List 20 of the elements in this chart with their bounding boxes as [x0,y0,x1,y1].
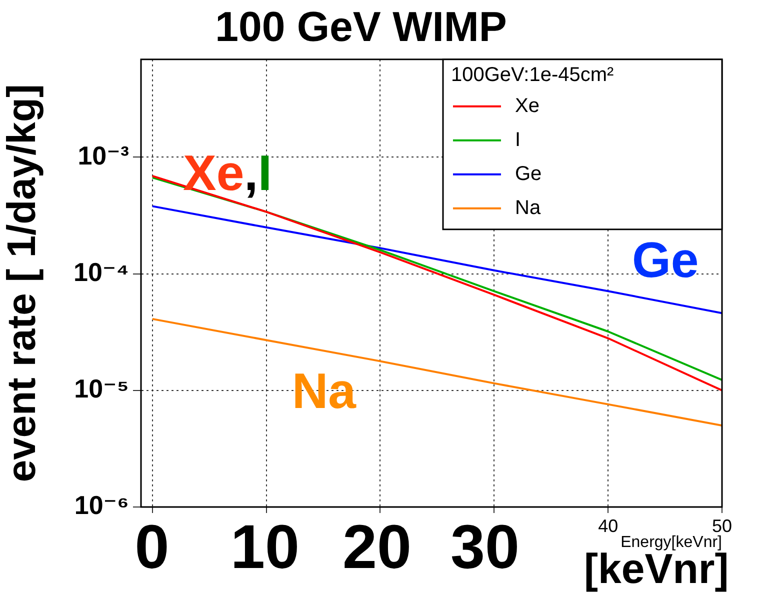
y-tick-label: 10⁻⁶ [74,490,129,520]
text: 20 [342,513,412,582]
y-tick-label: 10⁻³ [78,140,130,170]
legend-title: 100GeV:1e-45cm² [451,64,614,86]
legend-label: Ge [515,162,542,185]
x-tick-label: 40 [598,516,618,536]
legend-label: Na [515,196,542,219]
annotation: Na [292,363,358,419]
annotation: Ge [632,232,699,288]
legend-label: Xe [515,94,540,117]
y-axis-title: event rate [ 1/day/kg] [0,84,44,482]
legend-label: I [515,128,521,151]
y-tick-label: 10⁻⁴ [73,256,129,287]
text: 30 [450,513,520,582]
chart-title: 100 GeV WIMP [215,2,507,50]
y-tick-label: 10⁻⁵ [74,374,129,404]
text: 0 [134,513,170,582]
text: 10 [230,513,300,582]
annotation: Xe,I [183,145,272,201]
x-tick-label: 50 [712,516,732,536]
